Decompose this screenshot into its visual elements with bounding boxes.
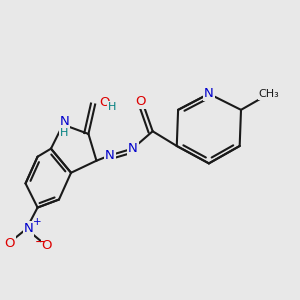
Text: N: N xyxy=(24,223,33,236)
Text: H: H xyxy=(108,102,116,112)
Text: O: O xyxy=(42,238,52,251)
Text: N: N xyxy=(105,149,115,162)
Text: N: N xyxy=(204,87,214,100)
Text: +: + xyxy=(33,217,41,227)
Text: N: N xyxy=(128,142,137,155)
Text: CH₃: CH₃ xyxy=(259,89,280,99)
Text: H: H xyxy=(60,128,68,138)
Text: O: O xyxy=(99,96,110,109)
Text: −: − xyxy=(34,236,45,249)
Text: O: O xyxy=(135,95,145,108)
Text: O: O xyxy=(4,237,15,250)
Text: N: N xyxy=(59,115,69,128)
